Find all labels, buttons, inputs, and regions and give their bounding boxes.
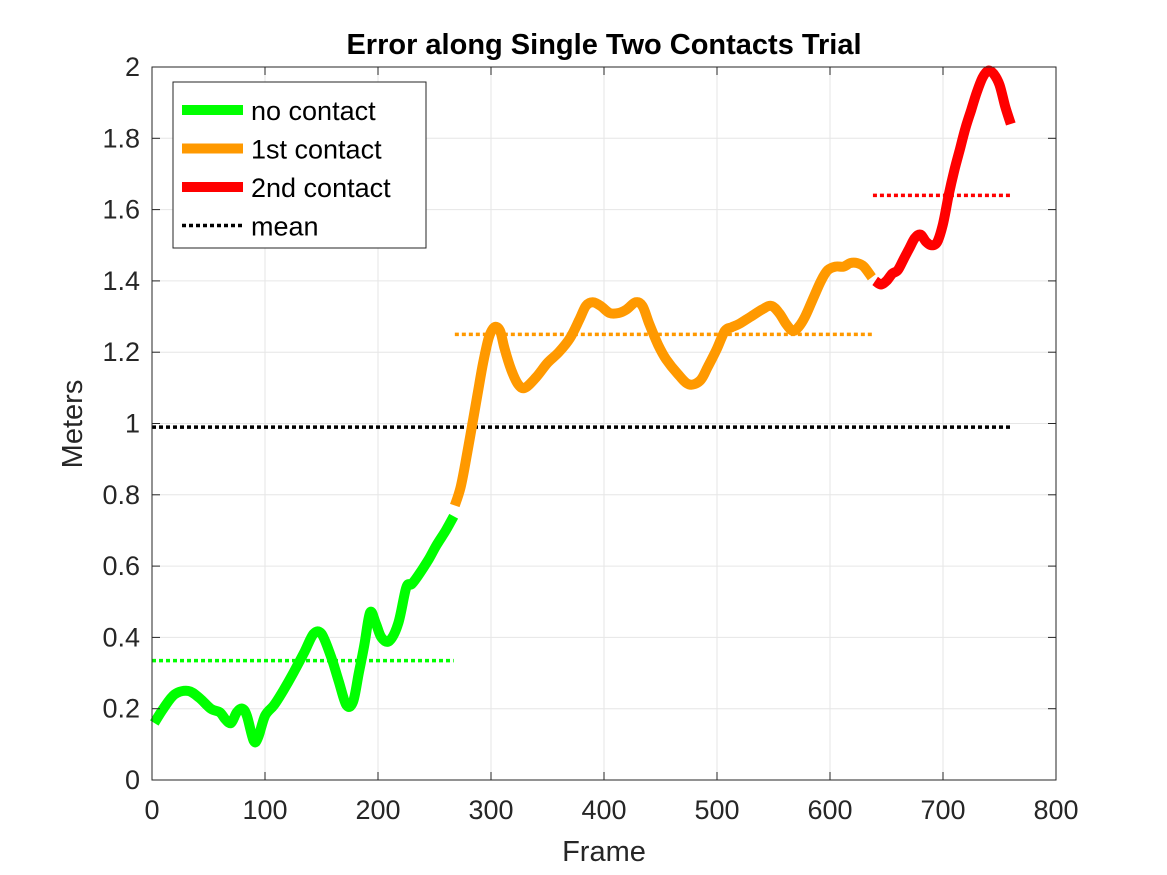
x-axis-label: Frame: [562, 836, 646, 868]
series-line: [450, 257, 876, 508]
x-tick-label: 500: [694, 795, 739, 825]
y-tick-label: 1.2: [102, 337, 140, 367]
series-line: [872, 65, 1016, 290]
legend-label: 1st contact: [251, 135, 382, 165]
x-tick-label: 300: [468, 795, 513, 825]
chart-title: Error along Single Two Contacts Trial: [346, 29, 861, 61]
ticks: 0 100 200 300 400 500 600 700 800 0 0.2 0.4 0.6 0.8 1 1…: [102, 52, 1078, 825]
y-tick-label: 1.6: [102, 195, 140, 225]
y-tick-label: 0: [125, 765, 140, 795]
y-tick-label: 0.2: [102, 694, 140, 724]
x-tick-label: 400: [581, 795, 626, 825]
legend: no contact 1st contact 2nd contact mean: [172, 81, 427, 249]
x-tick-label: 700: [920, 795, 965, 825]
y-tick-label: 1.4: [102, 266, 140, 296]
y-tick-label: 0.4: [102, 622, 140, 652]
legend-label: 2nd contact: [251, 173, 391, 203]
x-tick-label: 200: [355, 795, 400, 825]
y-tick-label: 0.8: [102, 480, 140, 510]
y-tick-label: 1: [125, 409, 140, 439]
y-tick-label: 0.6: [102, 551, 140, 581]
y-tick-label: 2: [125, 52, 140, 82]
x-tick-label: 100: [242, 795, 287, 825]
series-line: [150, 513, 459, 748]
legend-label: no contact: [251, 96, 376, 126]
y-tick-label: 1.8: [102, 123, 140, 153]
x-tick-label: 800: [1033, 795, 1078, 825]
legend-label: mean: [251, 212, 319, 242]
x-tick-label: 0: [144, 795, 159, 825]
x-tick-label: 600: [807, 795, 852, 825]
y-axis-label: Meters: [57, 380, 89, 469]
plot-area: [150, 65, 1016, 748]
